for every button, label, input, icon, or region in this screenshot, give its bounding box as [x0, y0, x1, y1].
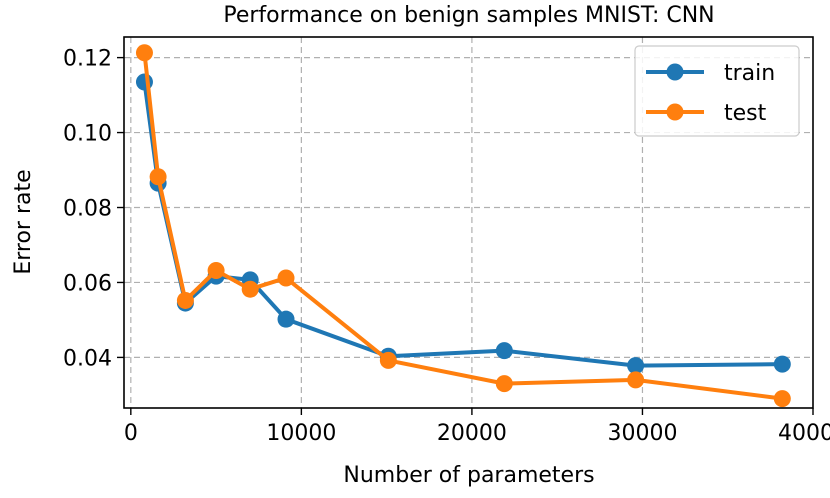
data-point-test	[277, 269, 295, 287]
legend-label-test: test	[724, 101, 767, 126]
legend: train test	[634, 45, 800, 137]
y-axis-label: Error rate	[11, 169, 36, 274]
axes-frame	[123, 36, 814, 409]
chart-title: Performance on benign samples MNIST: CNN	[223, 3, 714, 28]
data-point-test	[241, 280, 259, 298]
series-layer	[135, 44, 791, 408]
data-point-train	[627, 357, 645, 375]
x-tick-label: 30000	[607, 421, 677, 446]
x-axis-label: Number of parameters	[343, 463, 594, 488]
data-point-test	[379, 351, 397, 369]
y-tick-label: 0.10	[63, 122, 112, 147]
data-point-test	[773, 390, 791, 408]
y-tick-label: 0.08	[63, 197, 112, 222]
y-tick-label: 0.06	[63, 271, 112, 296]
legend-box	[634, 45, 800, 137]
y-tick-label: 0.04	[63, 346, 112, 371]
legend-marker-test	[666, 103, 684, 121]
x-tick-label: 20000	[437, 421, 507, 446]
data-point-test	[627, 371, 645, 389]
data-point-test	[495, 375, 513, 393]
data-point-test	[149, 168, 167, 186]
data-point-train	[277, 310, 295, 328]
data-point-test	[207, 261, 225, 279]
data-point-test	[135, 44, 153, 62]
x-tick-label: 0	[124, 421, 138, 446]
data-point-test	[176, 291, 194, 309]
legend-marker-train	[666, 63, 684, 81]
x-tick-label: 10000	[266, 421, 336, 446]
data-point-train	[773, 355, 791, 373]
data-point-train	[495, 342, 513, 360]
series-test	[135, 44, 791, 408]
y-tick-label: 0.12	[63, 47, 112, 72]
data-point-train	[135, 73, 153, 91]
series-line-test	[142, 52, 783, 401]
legend-label-train: train	[724, 61, 775, 86]
